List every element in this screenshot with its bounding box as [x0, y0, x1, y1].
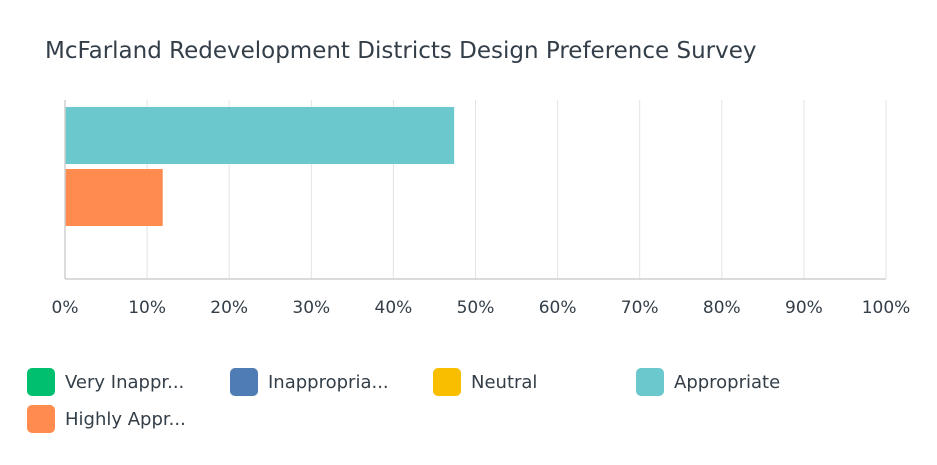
- legend-swatch: [27, 405, 55, 433]
- x-tick-label: 90%: [785, 298, 823, 318]
- bar-appropriate[interactable]: [65, 107, 455, 164]
- x-tick-label: 50%: [457, 298, 495, 318]
- legend-item[interactable]: Inappropria...: [230, 368, 389, 396]
- x-tick-label: 0%: [52, 298, 79, 318]
- x-tick-label: 20%: [210, 298, 248, 318]
- legend-item[interactable]: Highly Appr...: [27, 405, 186, 433]
- legend-label: Very Inappr...: [65, 371, 185, 393]
- legend-label: Appropriate: [674, 371, 781, 393]
- bar-chart: 0% 10% 20% 30% 40% 50% 60% 70% 80% 90% 100%: [52, 100, 911, 318]
- legend-label: Highly Appr...: [65, 408, 186, 430]
- legend-label: Neutral: [471, 371, 538, 393]
- legend-item[interactable]: Very Inappr...: [27, 368, 184, 396]
- bar-highly-appr[interactable]: [65, 169, 163, 226]
- legend-swatch: [636, 368, 664, 396]
- legend-item[interactable]: Appropriate: [636, 368, 780, 396]
- x-tick-label: 80%: [703, 298, 741, 318]
- x-tick-label: 10%: [128, 298, 166, 318]
- x-tick-labels: 0% 10% 20% 30% 40% 50% 60% 70% 80% 90% 100%: [52, 298, 911, 318]
- x-axis: [64, 100, 886, 280]
- legend-label: Inappropria...: [268, 371, 389, 393]
- x-tick-label: 70%: [621, 298, 659, 318]
- legend-swatch: [230, 368, 258, 396]
- bars: [65, 107, 455, 226]
- legend-swatch: [27, 368, 55, 396]
- x-tick-label: 60%: [539, 298, 577, 318]
- legend-item[interactable]: Neutral: [433, 368, 537, 396]
- x-tick-label: 40%: [375, 298, 413, 318]
- chart-title: McFarland Redevelopment Districts Design…: [45, 38, 757, 64]
- x-tick-label: 30%: [292, 298, 330, 318]
- legend-swatch: [433, 368, 461, 396]
- x-tick-label: 100%: [862, 298, 911, 318]
